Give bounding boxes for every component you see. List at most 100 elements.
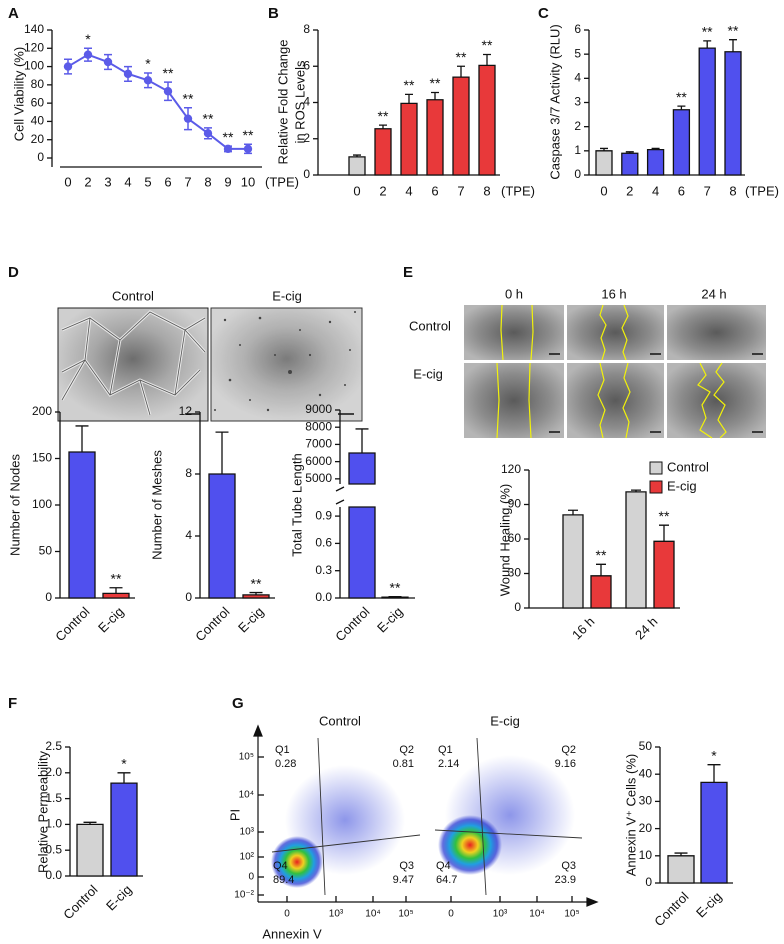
image-title: 16 h xyxy=(601,286,626,301)
legend-label: E-cig xyxy=(667,478,697,493)
quadrant-name: Q4 xyxy=(436,860,451,872)
significance: ** xyxy=(163,65,174,81)
y-tick-label: 140 xyxy=(24,22,44,36)
x-tick-label: E-cig xyxy=(95,604,127,636)
legend-swatch xyxy=(649,480,663,494)
significance: ** xyxy=(659,508,670,524)
significance: ** xyxy=(223,129,234,145)
bar xyxy=(242,594,270,599)
y-tick-label: 40 xyxy=(639,766,653,780)
x-tick-label: 2 xyxy=(84,174,91,189)
quadrant-percent: 0.81 xyxy=(393,758,414,770)
line xyxy=(67,53,248,150)
y-axis-label: Cell Viability (%) xyxy=(11,47,26,141)
significance: ** xyxy=(111,570,122,586)
x-axis-label: (TPE) xyxy=(745,183,779,198)
image-title: E-cig xyxy=(272,288,302,303)
y-tick-label: 4 xyxy=(574,71,581,85)
y-axis-label: Number of Nodes xyxy=(7,454,22,556)
y-axis-label: Relative Permeability xyxy=(35,750,50,873)
x-tick-label: 4 xyxy=(652,183,659,198)
y-axis-label: Number of Meshes xyxy=(149,450,164,560)
y-tick-label: 60 xyxy=(31,95,45,109)
flow-plot xyxy=(271,737,421,896)
x-tick-label: 3 xyxy=(104,174,111,189)
y-tick-label: 120 xyxy=(501,462,521,476)
bar xyxy=(374,128,392,176)
bar xyxy=(381,596,409,599)
x-tick-label: 10³ xyxy=(329,909,344,920)
quadrant-percent: 2.14 xyxy=(438,758,459,770)
bar xyxy=(672,109,691,176)
x-tick-label: 6 xyxy=(431,183,438,198)
y-tick-label: 0.9 xyxy=(315,508,332,522)
error-bar xyxy=(651,147,660,150)
x-tick-label: 10⁵ xyxy=(564,909,579,920)
significance: ** xyxy=(243,127,254,143)
flow-title: Control xyxy=(319,713,361,728)
bar xyxy=(348,156,366,176)
x-axis-label: (TPE) xyxy=(501,183,535,198)
quadrant-percent: 9.16 xyxy=(555,758,576,770)
image-title: 24 h xyxy=(701,286,726,301)
error-bar xyxy=(215,431,229,474)
y-tick-label: 10 xyxy=(639,848,653,862)
significance: * xyxy=(85,31,91,47)
y-axis-label: Annexin V⁺ Cells (%) xyxy=(623,754,638,876)
significance: ** xyxy=(430,75,441,91)
error-bar xyxy=(457,65,465,78)
bar xyxy=(348,452,376,599)
error-bar xyxy=(568,509,578,515)
quadrant-name: Q2 xyxy=(561,744,576,756)
y-tick-label: 1.5 xyxy=(45,791,62,805)
error-bar xyxy=(379,124,387,129)
quadrant-name: Q4 xyxy=(273,860,288,872)
point xyxy=(183,114,193,123)
point xyxy=(163,87,173,96)
significance: ** xyxy=(251,575,262,591)
point xyxy=(63,62,73,71)
point xyxy=(203,129,213,138)
x-tick-label: 16 h xyxy=(569,614,598,643)
legend-label: Control xyxy=(667,459,709,474)
panel-letter: D xyxy=(8,264,19,281)
y-tick-label: 0 xyxy=(514,600,521,614)
bar xyxy=(76,823,104,877)
significance: ** xyxy=(596,547,607,563)
panel-letter: A xyxy=(8,5,19,22)
x-tick-label: 2 xyxy=(626,183,633,198)
error-bar xyxy=(75,425,89,452)
x-tick-label: 6 xyxy=(678,183,685,198)
x-tick-label: 8 xyxy=(204,174,211,189)
y-tick-label: 20 xyxy=(639,821,653,835)
x-tick-label: 0 xyxy=(600,183,607,198)
panel-letter: F xyxy=(8,695,17,712)
y-tick-label: 80 xyxy=(31,77,45,91)
y-tick-label: 0 xyxy=(645,875,652,889)
x-tick-label: 6 xyxy=(164,174,171,189)
y-tick-label: 0.5 xyxy=(45,842,62,856)
y-axis-label: in ROS Levels xyxy=(292,60,307,144)
error-bar xyxy=(405,93,413,104)
significance: ** xyxy=(676,89,687,105)
bar xyxy=(400,102,418,176)
x-tick-label: 0 xyxy=(353,183,360,198)
bar xyxy=(625,491,647,609)
y-tick-label: 30 xyxy=(639,794,653,808)
error-bar xyxy=(353,154,361,157)
y-tick-label: 4 xyxy=(185,528,192,542)
y-tick-label: 4 xyxy=(303,95,310,109)
bar xyxy=(208,473,236,599)
y-axis-label: Caspase 3/7 Activity (RLU) xyxy=(547,24,562,179)
y-tick-label: 10³ xyxy=(240,827,255,838)
bar xyxy=(426,99,444,176)
error-bar xyxy=(431,91,439,100)
y-axis-label: Total Tube Length xyxy=(289,453,304,556)
flow-plot xyxy=(434,737,583,896)
y-tick-label: 0 xyxy=(45,590,52,604)
bar xyxy=(102,592,130,599)
wound-image-grid xyxy=(464,304,766,439)
y-tick-label: 30 xyxy=(508,566,522,580)
y-tick-label: 0.0 xyxy=(315,590,332,604)
